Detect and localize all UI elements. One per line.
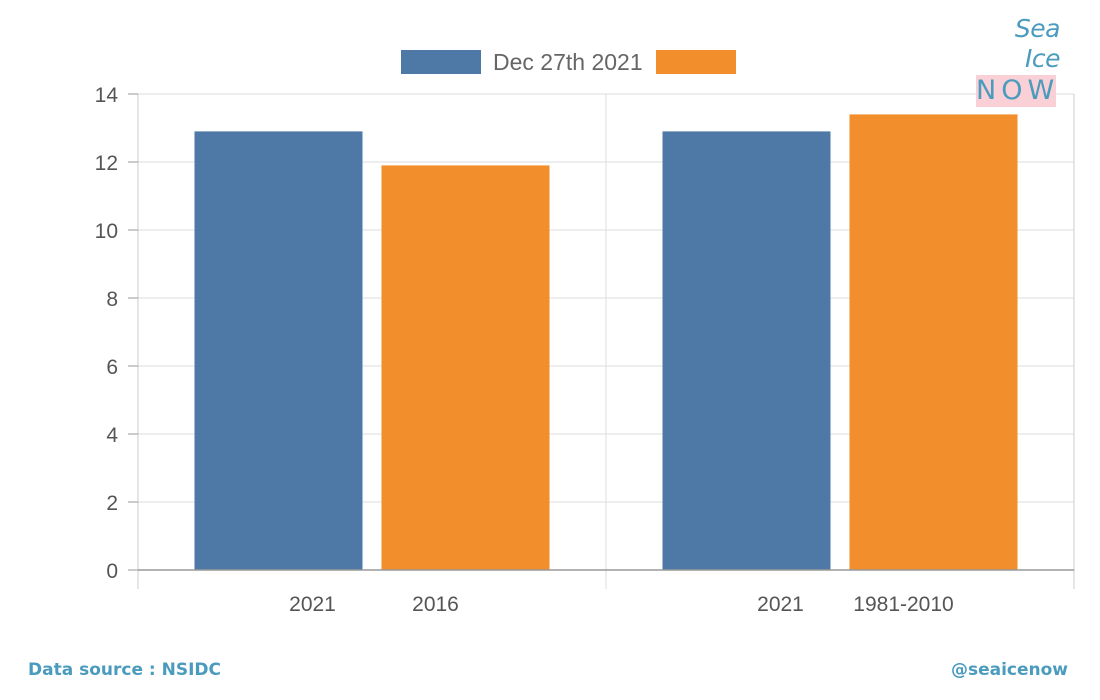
y-tick-label: 2 [106, 492, 118, 515]
bars [194, 114, 1018, 571]
twitter-handle: @seaicenow [950, 660, 1068, 680]
logo-line-2: NOW [976, 75, 1060, 107]
y-tick-label: 0 [106, 560, 118, 583]
bar-2016[interactable] [381, 165, 550, 570]
legend-label: Dec 27th 2021 [493, 49, 643, 75]
legend-swatch[interactable] [401, 50, 481, 74]
x-tick-label: 2021 [757, 593, 804, 616]
x-tick-label: 1981-2010 [853, 593, 953, 616]
bar-2021[interactable] [194, 131, 363, 570]
y-tick-label: 12 [95, 152, 118, 175]
y-tick-label: 14 [95, 84, 119, 107]
legend-swatch[interactable] [656, 50, 736, 74]
y-tick-label: 6 [106, 356, 118, 379]
y-tick-label: 8 [106, 288, 118, 311]
bar-1981-2010[interactable] [849, 114, 1018, 571]
y-tick-label: 4 [106, 424, 118, 447]
y-tick-label: 10 [95, 220, 118, 243]
sea-ice-now-logo: Sea Ice NOW [976, 14, 1061, 107]
legend[interactable]: Dec 27th 2021 [401, 49, 736, 75]
logo-line-1: Sea Ice [1014, 14, 1061, 73]
x-tick-label: 2016 [412, 593, 459, 616]
axes: 0 2 4 6 8 10 12 14 2021 2016 2021 1981-2010 [95, 84, 1074, 616]
x-tick-label: 2021 [289, 593, 336, 616]
bar-2021[interactable] [662, 131, 831, 570]
data-source-note: Data source : NSIDC [28, 660, 222, 680]
